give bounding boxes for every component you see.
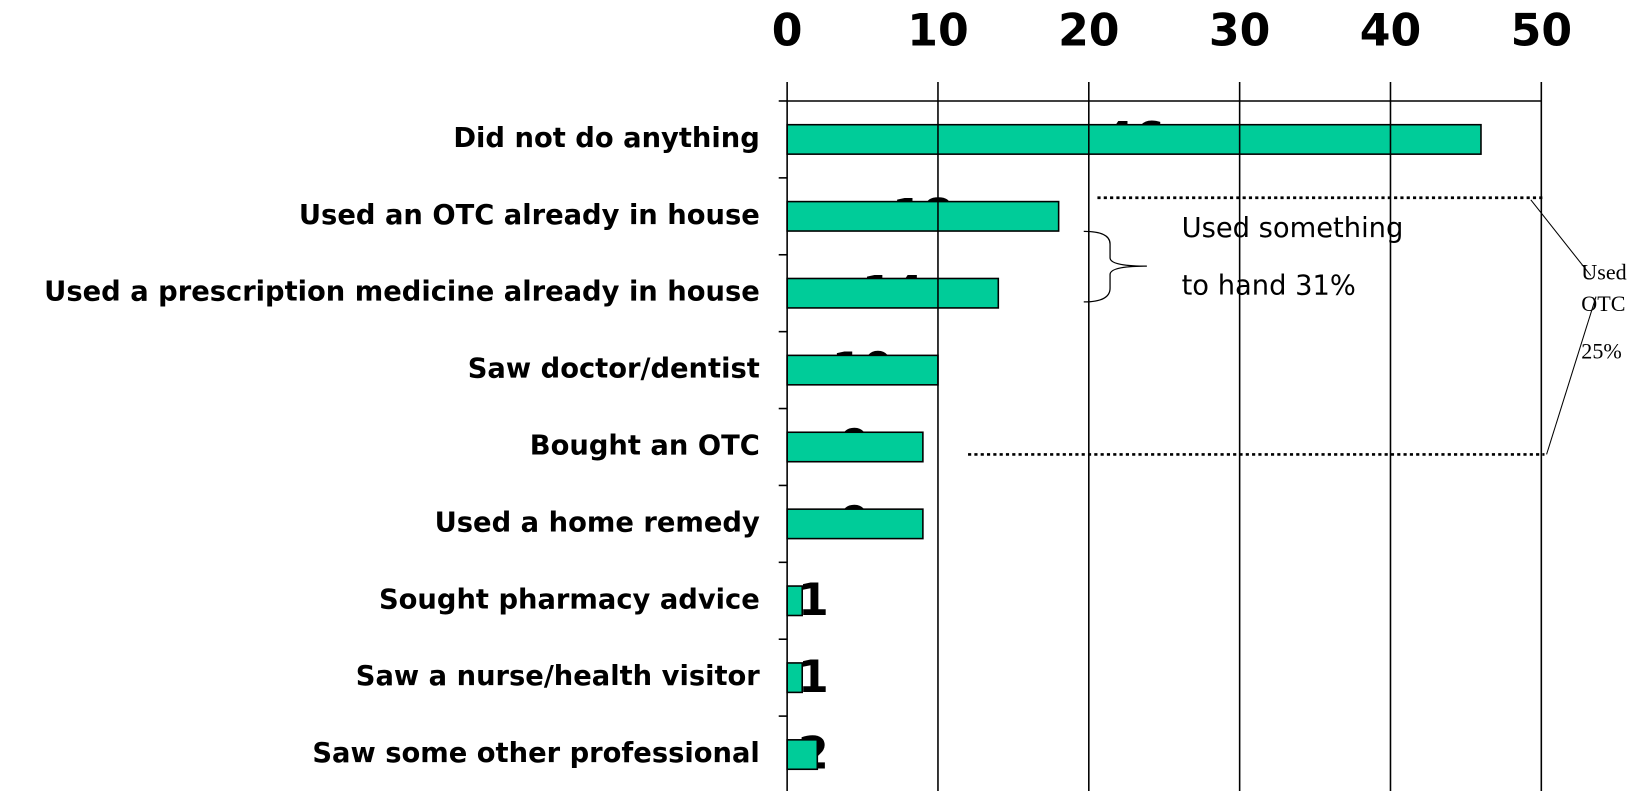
bar bbox=[786, 354, 939, 386]
bar bbox=[786, 200, 1060, 232]
category-label: Did not do anything bbox=[453, 123, 759, 154]
bar bbox=[786, 662, 804, 694]
category-label: Used a prescription medicine already in … bbox=[44, 277, 760, 308]
annotation: 25% bbox=[1581, 338, 1621, 363]
bar bbox=[786, 431, 924, 463]
annotation: OTC bbox=[1581, 291, 1625, 316]
annotation: Used bbox=[1581, 260, 1626, 285]
bar bbox=[786, 123, 1482, 155]
category-label: Saw some other professional bbox=[312, 738, 759, 769]
connector bbox=[1546, 296, 1597, 455]
x-tick-label: 20 bbox=[1058, 6, 1119, 57]
bar bbox=[786, 739, 819, 771]
x-tick-label: 50 bbox=[1511, 6, 1572, 57]
x-tick-label: 30 bbox=[1209, 6, 1270, 57]
brace bbox=[1083, 230, 1147, 303]
bar bbox=[786, 508, 924, 540]
connector bbox=[1530, 199, 1592, 276]
category-label: Sought pharmacy advice bbox=[379, 584, 760, 615]
bar bbox=[786, 277, 1000, 309]
annotation-lines bbox=[968, 196, 1597, 456]
category-label: Bought an OTC bbox=[530, 430, 760, 461]
category-label: Saw doctor/dentist bbox=[468, 354, 760, 385]
value-label: 1 bbox=[798, 575, 829, 626]
bar bbox=[786, 585, 804, 617]
category-label: Used an OTC already in house bbox=[299, 200, 760, 231]
x-tick-label: 0 bbox=[772, 6, 803, 57]
value-label: 1 bbox=[798, 652, 829, 703]
category-label: Saw a nurse/health visitor bbox=[356, 661, 760, 692]
annotation: Used something bbox=[1182, 213, 1404, 244]
x-tick-label: 40 bbox=[1360, 6, 1421, 57]
category-label: Used a home remedy bbox=[435, 507, 760, 538]
annotation: to hand 31% bbox=[1182, 271, 1356, 302]
x-tick-label: 10 bbox=[907, 6, 968, 57]
